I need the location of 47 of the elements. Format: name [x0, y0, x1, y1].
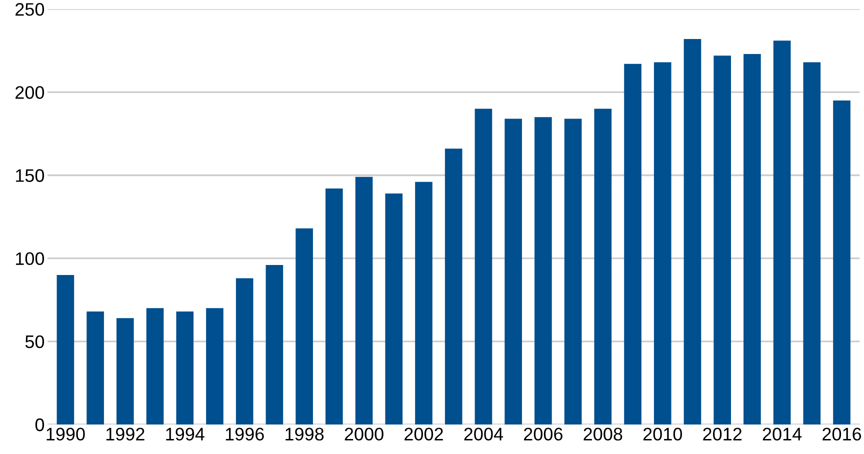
- bar: [773, 40, 791, 424]
- x-tick-label: 2002: [404, 428, 443, 441]
- bar: [684, 38, 702, 424]
- x-tick-label: 2006: [524, 428, 562, 441]
- x-tick-label: 1996: [226, 428, 264, 441]
- y-tick-label: 50: [25, 335, 44, 348]
- bar: [744, 54, 761, 424]
- x-tick-label: 2008: [584, 428, 622, 441]
- y-tick-label: 250: [16, 3, 44, 16]
- x-tick-label: 2012: [703, 428, 742, 441]
- bar: [116, 318, 134, 424]
- bar: [803, 62, 821, 424]
- bar: [146, 308, 164, 424]
- bar: [564, 118, 582, 424]
- bar: [385, 194, 403, 424]
- y-tick-label: 200: [16, 86, 44, 99]
- x-tick-label: 2000: [344, 428, 384, 441]
- bar: [833, 100, 850, 424]
- bar: [534, 117, 552, 424]
- bar: [56, 274, 74, 424]
- bar: [444, 148, 462, 424]
- bar: [504, 118, 522, 424]
- x-tick-label: 1992: [106, 428, 144, 441]
- bar: [474, 108, 492, 424]
- x-tick-label: 2016: [822, 428, 862, 441]
- y-tick-label: 100: [16, 252, 44, 266]
- bar: [206, 308, 224, 424]
- bar: [86, 312, 104, 424]
- bar: [236, 278, 254, 424]
- bar: [714, 56, 731, 424]
- bar: [594, 108, 612, 424]
- bar: [355, 176, 373, 424]
- x-tick-label: 1990: [46, 428, 85, 441]
- x-tick-label: 1994: [166, 428, 204, 441]
- bar: [624, 64, 642, 424]
- bar: [654, 62, 672, 424]
- x-tick-label: 2014: [762, 428, 802, 441]
- bar: [326, 188, 343, 424]
- y-tick-label: 0: [35, 418, 44, 432]
- bar: [296, 228, 313, 424]
- bar: [266, 264, 284, 424]
- bar: [176, 312, 194, 424]
- y-tick-label: 150: [16, 169, 44, 182]
- x-tick-label: 2004: [464, 428, 504, 441]
- bar: [415, 182, 432, 424]
- x-tick-label: 2010: [643, 428, 682, 441]
- x-tick-label: 1998: [286, 428, 324, 441]
